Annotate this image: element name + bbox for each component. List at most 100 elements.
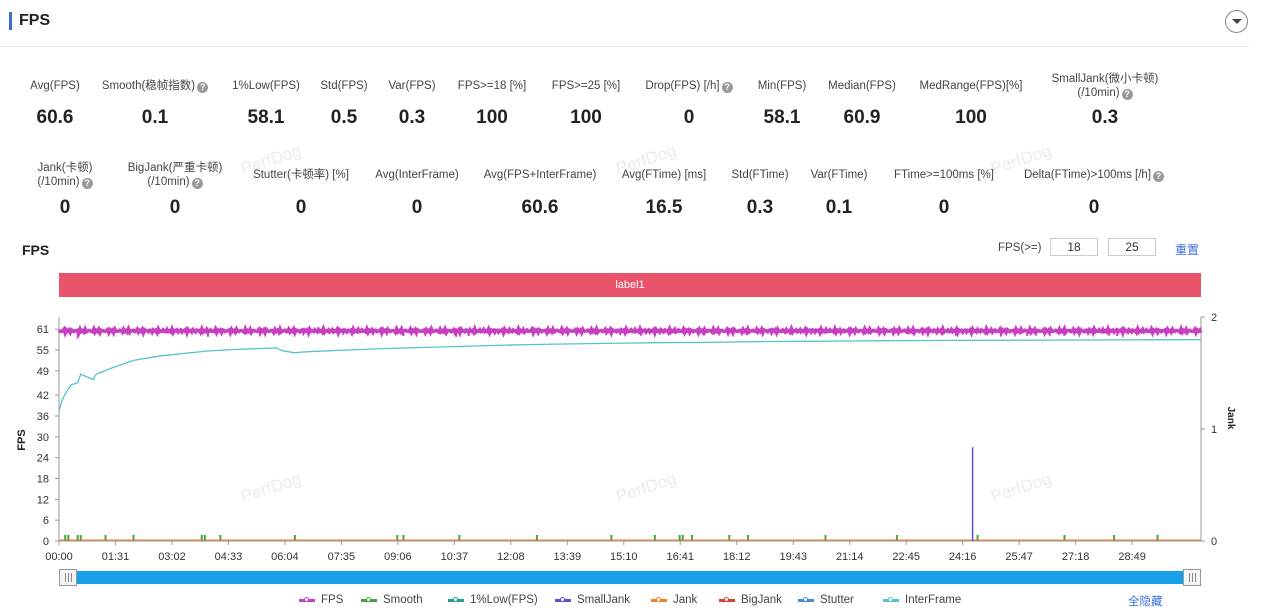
x-tick-label: 27:18 xyxy=(1062,551,1090,563)
interframe-line xyxy=(58,339,1202,411)
stat-var-fps: Var(FPS) 0.3 xyxy=(337,79,487,139)
y-tick-label: 24 xyxy=(37,453,49,465)
x-tick-label: 24:16 xyxy=(949,551,977,563)
stat-label: Drop(FPS) [/h]? xyxy=(614,79,764,93)
stat-value: 0.1 xyxy=(825,197,853,218)
stat-drop-fps-h: Drop(FPS) [/h]? 0 xyxy=(614,79,764,139)
x-tick-label: 00:00 xyxy=(45,551,73,563)
y-tick-label: 36 xyxy=(37,411,49,423)
x-tick-label: 16:41 xyxy=(667,551,695,563)
stat-label: FPS>=18 [%] xyxy=(457,80,527,92)
legend-swatch xyxy=(651,596,667,602)
slider-left-handle[interactable] xyxy=(59,569,77,586)
fps-threshold-label: FPS(>=) xyxy=(998,242,1042,254)
stat-label: FPS>=25 [%] xyxy=(551,80,621,92)
legend-label: Stutter xyxy=(820,594,854,606)
stat-label: Median(FPS) xyxy=(828,80,896,92)
stat-value: 0 xyxy=(1088,197,1100,218)
legend-item-jank[interactable]: Jank xyxy=(651,593,697,607)
stat-value: 0 xyxy=(169,197,181,218)
stat-label: Std(FPS) xyxy=(320,80,368,92)
stat-label: Smooth(稳帧指数)? xyxy=(80,79,230,93)
stat-value: 0.3 xyxy=(398,107,426,128)
legend-swatch xyxy=(361,596,377,602)
x-tick-label: 03:02 xyxy=(158,551,186,563)
y2-tick-label: 0 xyxy=(1211,536,1217,548)
y-tick-label: 6 xyxy=(43,515,49,527)
help-icon[interactable]: ? xyxy=(81,178,93,189)
time-range-slider[interactable] xyxy=(59,569,1201,586)
x-tick-label: 09:06 xyxy=(384,551,412,563)
legend-label: Smooth xyxy=(383,594,423,606)
help-icon[interactable]: ? xyxy=(191,178,203,189)
label-bar[interactable]: label1 xyxy=(59,273,1201,297)
x-tick-label: 06:04 xyxy=(271,551,299,563)
x-tick-label: 10:37 xyxy=(441,551,469,563)
stat-std-ftime: Std(FTime) 0.3 xyxy=(685,168,835,228)
stat-smooth: Smooth(稳帧指数)? 0.1 xyxy=(80,79,230,139)
watermark: PerfDog xyxy=(613,468,679,507)
stat-value: 58.1 xyxy=(247,107,285,128)
stat-label: Jank(卡顿) xyxy=(37,162,93,174)
stat-median-fps: Median(FPS) 60.9 xyxy=(787,79,937,139)
y-tick-label: 30 xyxy=(37,432,49,444)
fps-threshold-18-input[interactable]: 18 xyxy=(1050,238,1098,256)
stat-label-unit: (/10min)? xyxy=(0,175,140,189)
stat-label: MedRange(FPS)[%] xyxy=(919,80,1023,92)
stat-bigjank: BigJank(严重卡顿) (/10min)? 0 xyxy=(100,161,250,221)
stat-value: 0 xyxy=(295,197,307,218)
fps-threshold-25-input[interactable]: 25 xyxy=(1108,238,1156,256)
x-tick-label: 22:45 xyxy=(892,551,920,563)
legend-item-interframe[interactable]: InterFrame xyxy=(883,593,961,607)
legend-label: 1%Low(FPS) xyxy=(470,594,538,606)
grip-icon xyxy=(65,573,72,582)
stat-avg-ftime-ms: Avg(FTime) [ms] 16.5 xyxy=(589,168,739,228)
slider-track[interactable] xyxy=(77,571,1183,584)
y-tick-label: 61 xyxy=(37,324,49,336)
help-icon[interactable]: ? xyxy=(1153,171,1165,182)
help-icon[interactable]: ? xyxy=(721,82,733,93)
y-axis-label: FPS xyxy=(16,429,28,450)
stat-stutter: Stutter(卡顿率) [%] 0 xyxy=(226,168,376,228)
legend-item-1-low-fps[interactable]: 1%Low(FPS) xyxy=(448,593,538,607)
stat-value: 16.5 xyxy=(645,197,683,218)
x-tick-label: 04:33 xyxy=(215,551,243,563)
collapse-button[interactable] xyxy=(1225,10,1248,33)
stat-label: SmallJank(微小卡顿) xyxy=(1051,73,1159,85)
help-icon[interactable]: ? xyxy=(1121,89,1133,100)
stat-value: 60.6 xyxy=(36,107,74,128)
legend-item-smooth[interactable]: Smooth xyxy=(361,593,423,607)
grip-icon xyxy=(1189,573,1196,582)
legend-item-smalljank[interactable]: SmallJank xyxy=(555,593,630,607)
help-icon[interactable]: ? xyxy=(197,82,209,93)
legend-swatch xyxy=(555,596,571,602)
x-tick-label: 13:39 xyxy=(554,551,582,563)
stat-min-fps: Min(FPS) 58.1 xyxy=(707,79,857,139)
legend-item-bigjank[interactable]: BigJank xyxy=(719,593,782,607)
panel-header: FPS xyxy=(0,0,1250,47)
legend-swatch xyxy=(798,596,814,602)
panel-title: FPS xyxy=(19,12,51,29)
stat-value: 60.6 xyxy=(521,197,559,218)
legend-item-fps[interactable]: FPS xyxy=(299,593,343,607)
stat-jank: Jank(卡顿) (/10min)? 0 xyxy=(0,161,140,221)
stat-value: 0.3 xyxy=(1091,107,1119,128)
stat-value: 0.3 xyxy=(746,197,774,218)
stat-value: 0 xyxy=(938,197,950,218)
legend-label: Jank xyxy=(673,594,698,606)
reset-button[interactable]: 重置 xyxy=(1175,243,1200,257)
hide-all-button[interactable]: 全隐藏 xyxy=(1128,596,1163,608)
stat-ftime-100ms: FTime>=100ms [%] 0 xyxy=(869,168,1019,228)
slider-right-handle[interactable] xyxy=(1183,569,1201,586)
legend-label: BigJank xyxy=(741,594,782,606)
stat-label: Std(FTime) xyxy=(731,169,789,181)
stat-label: Avg(InterFrame) xyxy=(375,169,459,181)
stat-label: FTime>=100ms [%] xyxy=(894,169,994,181)
header-accent-bar xyxy=(9,12,12,30)
stat-label: Stutter(卡顿率) [%] xyxy=(253,169,349,181)
stat-avg-fps: Avg(FPS) 60.6 xyxy=(0,79,130,139)
legend-swatch xyxy=(448,596,464,602)
stat-value: 100 xyxy=(955,107,987,128)
stat-value: 0 xyxy=(411,197,423,218)
legend-item-stutter[interactable]: Stutter xyxy=(798,593,854,607)
